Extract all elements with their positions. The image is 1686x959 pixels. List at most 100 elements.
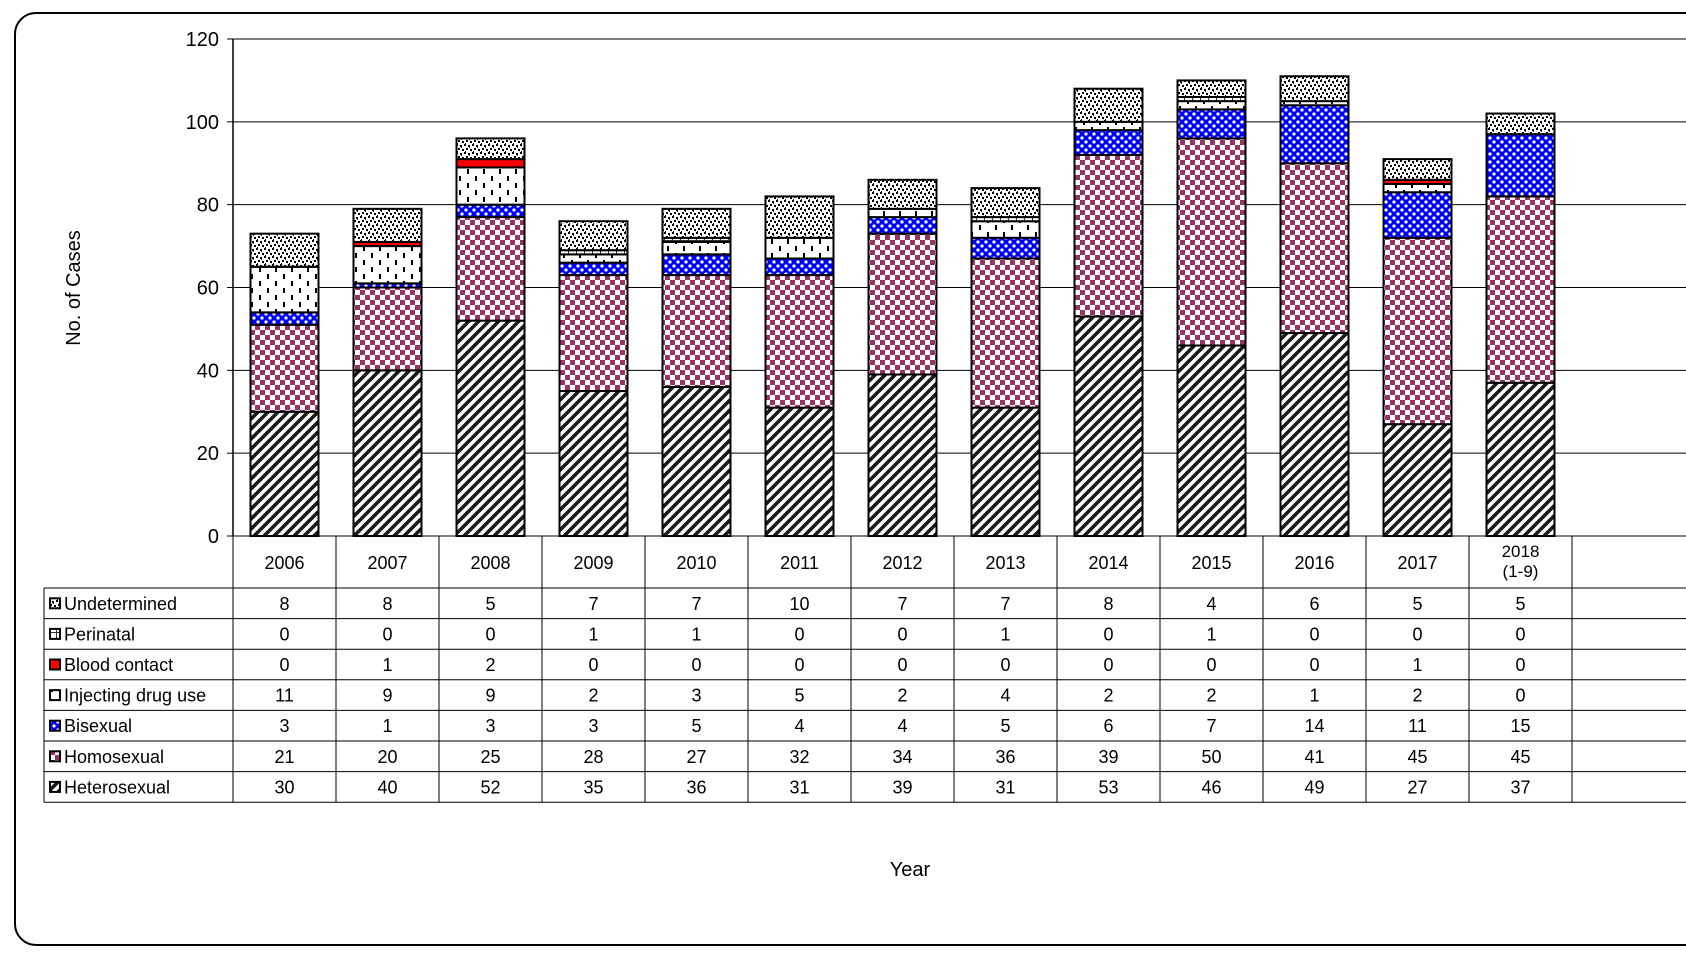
- table-cell-value: 41: [1304, 747, 1324, 767]
- table-cell-value: 1: [1000, 624, 1010, 644]
- table-cell-value: 1: [382, 655, 392, 675]
- x-tick-label: 2007: [367, 553, 407, 573]
- bar-segment: [867, 216, 938, 235]
- table-cell-value: 27: [686, 747, 706, 767]
- bars: [249, 75, 1556, 538]
- x-tick-label: 2006: [264, 553, 304, 573]
- bar-segment: [661, 207, 732, 239]
- legend-key: [49, 719, 61, 732]
- bar-segment: [249, 232, 320, 268]
- bar-segment: [661, 274, 732, 388]
- legend-label: Bisexual: [64, 716, 132, 736]
- table-cell-value: 8: [1103, 594, 1113, 614]
- bar-segment: [1176, 344, 1247, 537]
- bar-segment: [1176, 137, 1247, 347]
- bar-segment: [558, 253, 629, 264]
- y-tick-label: 60: [197, 278, 219, 300]
- table-cell-value: 0: [691, 655, 701, 675]
- table-cell-value: 9: [382, 686, 392, 706]
- table-cell-value: 10: [789, 594, 809, 614]
- table-cell-value: 5: [1515, 594, 1525, 614]
- table-cell-value: 0: [794, 655, 804, 675]
- table-cell-value: 27: [1407, 777, 1427, 797]
- table-cell-value: 7: [588, 594, 598, 614]
- table-cell-value: 36: [995, 747, 1015, 767]
- y-tick-label: 80: [197, 195, 219, 217]
- legend-label: Injecting drug use: [64, 686, 206, 706]
- bar-segment: [558, 274, 629, 393]
- table-cell-value: 1: [382, 716, 392, 736]
- bar-segment: [1485, 112, 1556, 136]
- bar-segment: [1073, 120, 1144, 132]
- table-cell-value: 0: [1412, 624, 1422, 644]
- y-tick-label: 40: [197, 360, 219, 382]
- bar-segment: [1485, 381, 1556, 537]
- table-cell-value: 3: [588, 716, 598, 736]
- table-cell-value: 0: [1309, 655, 1319, 675]
- table-cell-value: 5: [691, 716, 701, 736]
- bar-segment: [970, 257, 1041, 409]
- table-cell-value: 1: [1309, 686, 1319, 706]
- table-cell-value: 5: [485, 594, 495, 614]
- bar-segment: [1176, 79, 1247, 98]
- bar-segment: [352, 286, 423, 372]
- table-cell-value: 46: [1201, 777, 1221, 797]
- table-cell-value: 0: [1515, 686, 1525, 706]
- table-cell-value: 1: [1412, 655, 1422, 675]
- table-cell-value: 0: [279, 655, 289, 675]
- x-tick-label: 2010: [676, 553, 716, 573]
- table-cell-value: 21: [274, 747, 294, 767]
- table-cell-value: 40: [377, 777, 397, 797]
- bar-segment: [970, 406, 1041, 537]
- bar-segment: [867, 232, 938, 376]
- table-cell-value: 8: [279, 594, 289, 614]
- legend-key: [49, 689, 61, 702]
- table-cell-value: 4: [1206, 594, 1216, 614]
- table-cell-value: 45: [1510, 747, 1530, 767]
- bar-segment: [455, 216, 526, 322]
- table-cell-value: 31: [995, 777, 1015, 797]
- gridlines: [232, 38, 1686, 537]
- bar-segment: [455, 158, 526, 169]
- y-axis-label: No. of Cases: [63, 230, 85, 346]
- table-cell-value: 7: [897, 594, 907, 614]
- table-cell-value: 2: [1206, 686, 1216, 706]
- table-cell-value: 0: [1103, 624, 1113, 644]
- table-cell-value: 4: [1000, 686, 1010, 706]
- bar-segment: [764, 406, 835, 537]
- x-axis-label: Year: [890, 859, 931, 881]
- table-cell-value: 52: [480, 777, 500, 797]
- bar-segment: [352, 369, 423, 538]
- bar-segment: [249, 265, 320, 314]
- x-tick-label: 2009: [573, 553, 613, 573]
- table-cell-value: 50: [1201, 747, 1221, 767]
- table-cell-value: 49: [1304, 777, 1324, 797]
- table-cell-value: 3: [485, 716, 495, 736]
- x-tick-label: 2018 (1-9): [1502, 542, 1540, 581]
- table-cell-value: 37: [1510, 777, 1530, 797]
- bar-segment: [867, 207, 938, 219]
- legend-label: Heterosexual: [64, 777, 170, 797]
- x-tick-label: 2008: [470, 553, 510, 573]
- table-cell-value: 6: [1309, 594, 1319, 614]
- table-cell-value: 0: [485, 624, 495, 644]
- x-tick-label: 2015: [1191, 553, 1231, 573]
- x-tick-label: 2011: [780, 553, 819, 573]
- table-cell-value: 28: [583, 747, 603, 767]
- y-axis-ticks: 0 20 40 60 80 100 120: [186, 29, 233, 548]
- table-cell-value: 39: [892, 777, 912, 797]
- bar-segment: [970, 187, 1041, 219]
- bar-segment: [455, 203, 526, 219]
- bar-segment: [558, 220, 629, 252]
- table-cell-value: 0: [1103, 655, 1113, 675]
- table-cell-value: 7: [1206, 716, 1216, 736]
- bar-segment: [661, 385, 732, 537]
- table-cell-value: 11: [1408, 716, 1427, 736]
- bar-segment: [867, 178, 938, 210]
- bar-segment: [764, 195, 835, 239]
- bar-segment: [352, 207, 423, 243]
- y-tick-label: 100: [186, 112, 219, 134]
- bar-segment: [249, 323, 320, 413]
- bar-segment: [249, 410, 320, 537]
